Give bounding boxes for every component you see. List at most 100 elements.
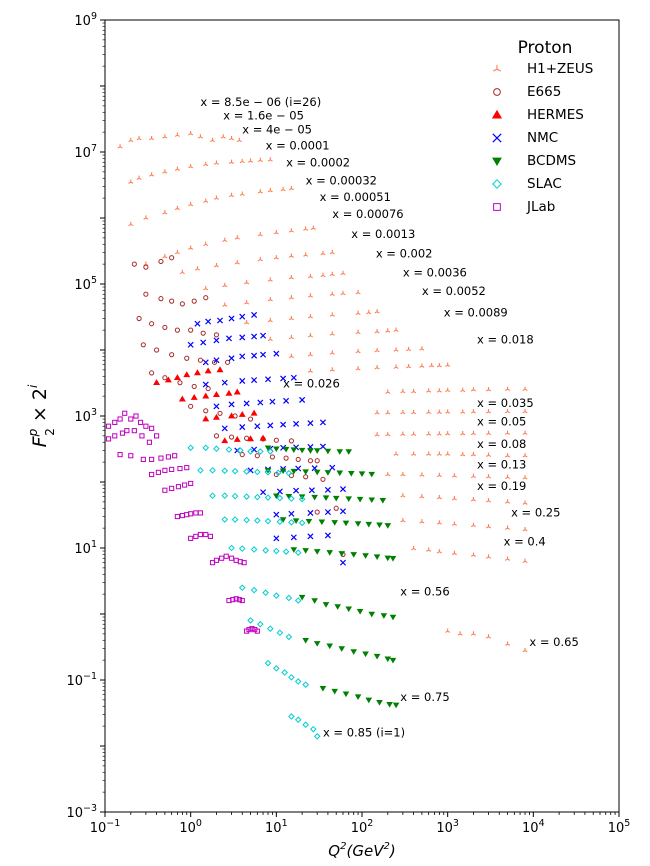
data-point bbox=[290, 547, 298, 553]
data-point bbox=[239, 452, 245, 458]
data-point bbox=[393, 364, 399, 369]
data-point bbox=[158, 258, 164, 264]
data-point bbox=[162, 254, 168, 259]
data-point bbox=[505, 408, 511, 414]
data-point bbox=[374, 432, 380, 437]
data-point bbox=[347, 470, 355, 477]
data-point bbox=[356, 496, 364, 503]
x-bin-label: x = 0.08 bbox=[477, 437, 526, 451]
data-point bbox=[169, 485, 175, 491]
data-point bbox=[169, 466, 175, 473]
data-point bbox=[188, 511, 194, 517]
data-point bbox=[322, 495, 330, 502]
data-point bbox=[247, 617, 254, 624]
data-point bbox=[251, 333, 258, 340]
data-point bbox=[149, 471, 155, 478]
legend-label: H1+ZEUS bbox=[527, 61, 593, 77]
data-point bbox=[209, 137, 216, 143]
data-point bbox=[332, 495, 340, 502]
data-point bbox=[169, 255, 175, 261]
data-point bbox=[355, 310, 361, 316]
data-point bbox=[329, 367, 335, 372]
data-point bbox=[384, 656, 392, 663]
data-point bbox=[221, 492, 229, 500]
data-point bbox=[244, 300, 250, 305]
data-point bbox=[326, 550, 334, 556]
data-point bbox=[264, 445, 272, 452]
data-point bbox=[136, 175, 142, 181]
data-point bbox=[324, 448, 332, 455]
data-point bbox=[267, 188, 273, 193]
data-point bbox=[274, 469, 282, 477]
data-point bbox=[400, 431, 406, 436]
data-point bbox=[250, 546, 258, 553]
legend-marker-icon bbox=[493, 64, 501, 72]
data-point bbox=[229, 192, 235, 198]
x-bin-label: x = 0.65 bbox=[529, 635, 578, 649]
data-point bbox=[228, 434, 235, 440]
data-point bbox=[188, 245, 194, 250]
series-bcdms bbox=[264, 445, 400, 709]
data-point bbox=[197, 510, 204, 516]
data-point bbox=[146, 439, 152, 445]
data-point bbox=[155, 469, 161, 475]
data-point bbox=[216, 366, 224, 373]
data-point bbox=[197, 467, 204, 474]
data-point bbox=[234, 260, 240, 265]
data-point bbox=[445, 628, 451, 633]
data-point bbox=[368, 497, 376, 504]
data-point bbox=[451, 550, 457, 556]
data-point bbox=[143, 291, 149, 297]
data-point bbox=[149, 172, 155, 177]
data-point bbox=[486, 554, 492, 559]
data-point bbox=[313, 641, 321, 647]
data-point bbox=[288, 495, 295, 502]
data-point bbox=[124, 428, 130, 434]
data-point bbox=[267, 157, 273, 162]
data-point bbox=[257, 232, 263, 237]
data-point bbox=[460, 452, 466, 457]
data-point bbox=[184, 465, 190, 471]
data-point bbox=[188, 535, 194, 541]
data-point bbox=[411, 388, 417, 394]
x-bin-label: x = 0.25 bbox=[511, 506, 560, 520]
legend: Proton H1+ZEUS E665 HERMES NMC BCDMS SLAC JLab bbox=[491, 38, 593, 215]
data-point bbox=[174, 205, 180, 211]
x-bin-label: x = 0.035 bbox=[477, 396, 534, 410]
data-point bbox=[307, 533, 314, 540]
data-point bbox=[205, 318, 212, 325]
data-point bbox=[264, 659, 272, 667]
data-point bbox=[385, 431, 391, 437]
x-tick-label: 101 bbox=[265, 818, 288, 836]
data-point bbox=[213, 332, 220, 338]
data-point bbox=[179, 301, 185, 307]
data-point bbox=[290, 447, 298, 453]
data-point bbox=[158, 455, 164, 461]
data-point bbox=[288, 713, 295, 720]
data-point bbox=[340, 290, 346, 296]
data-point bbox=[319, 419, 326, 426]
data-point bbox=[128, 179, 134, 184]
data-point bbox=[273, 511, 280, 518]
data-point bbox=[251, 311, 258, 318]
series-slac bbox=[187, 444, 321, 740]
data-point bbox=[505, 525, 511, 530]
y-tick-label: 103 bbox=[74, 407, 97, 425]
data-point bbox=[143, 215, 149, 220]
series-nmc bbox=[187, 311, 347, 566]
data-point bbox=[117, 144, 123, 149]
data-layer bbox=[105, 131, 528, 740]
data-point bbox=[298, 495, 306, 503]
data-point bbox=[374, 347, 380, 353]
data-point bbox=[280, 421, 287, 428]
data-point bbox=[137, 419, 144, 425]
legend-marker-icon bbox=[492, 179, 502, 189]
data-point bbox=[313, 549, 321, 555]
data-point bbox=[342, 520, 350, 527]
data-point bbox=[358, 471, 366, 478]
data-point bbox=[311, 598, 318, 604]
data-point bbox=[295, 465, 302, 472]
data-point bbox=[314, 509, 320, 515]
legend-marker-icon bbox=[492, 157, 502, 166]
data-point bbox=[213, 160, 219, 165]
